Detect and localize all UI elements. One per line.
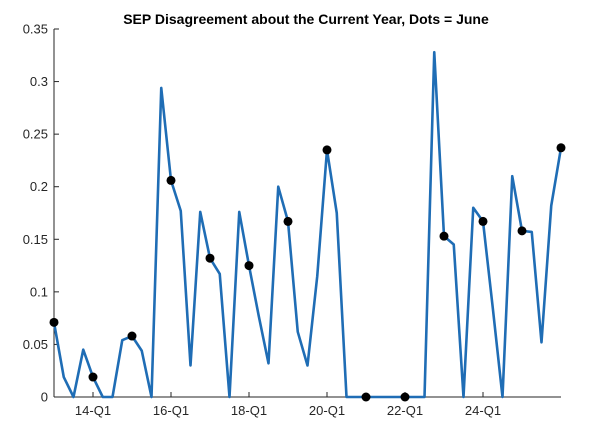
chart-title: SEP Disagreement about the Current Year,…	[123, 11, 489, 27]
x-tick-label: 16-Q1	[153, 403, 189, 418]
june-dot	[556, 143, 566, 153]
june-dot	[283, 216, 293, 226]
june-dot	[88, 372, 98, 382]
y-tick-label: 0.1	[30, 284, 48, 299]
june-dot	[322, 145, 332, 155]
axes: 0 0.05 0.1 0.15 0.2 0.25 0.3 0.35 14-Q1 16-Q1 18-Q…	[23, 22, 561, 418]
june-dots-layer	[49, 143, 566, 402]
june-dot	[478, 216, 488, 226]
y-tick-label: 0.05	[23, 337, 48, 352]
x-tick-label: 22-Q1	[387, 403, 423, 418]
june-dot	[127, 331, 137, 341]
x-tick-label: 18-Q1	[231, 403, 267, 418]
x-tick-label: 24-Q1	[465, 403, 501, 418]
june-dot	[439, 231, 449, 241]
june-dot	[49, 317, 59, 327]
y-tick-label: 0.35	[23, 22, 48, 37]
y-tick-label: 0	[41, 390, 48, 405]
june-dot	[400, 392, 410, 402]
y-tick-label: 0.2	[30, 179, 48, 194]
series-layer	[52, 50, 563, 399]
june-dot	[517, 226, 527, 236]
x-tick-label: 20-Q1	[309, 403, 345, 418]
x-tick-label: 14-Q1	[75, 403, 111, 418]
june-dot	[244, 261, 254, 271]
y-tick-label: 0.15	[23, 232, 48, 247]
series-line	[52, 50, 563, 399]
y-tick-label: 0.25	[23, 127, 48, 142]
june-dot	[205, 253, 215, 263]
y-tick-label: 0.3	[30, 74, 48, 89]
june-dot	[166, 175, 176, 185]
june-dot	[361, 392, 371, 402]
